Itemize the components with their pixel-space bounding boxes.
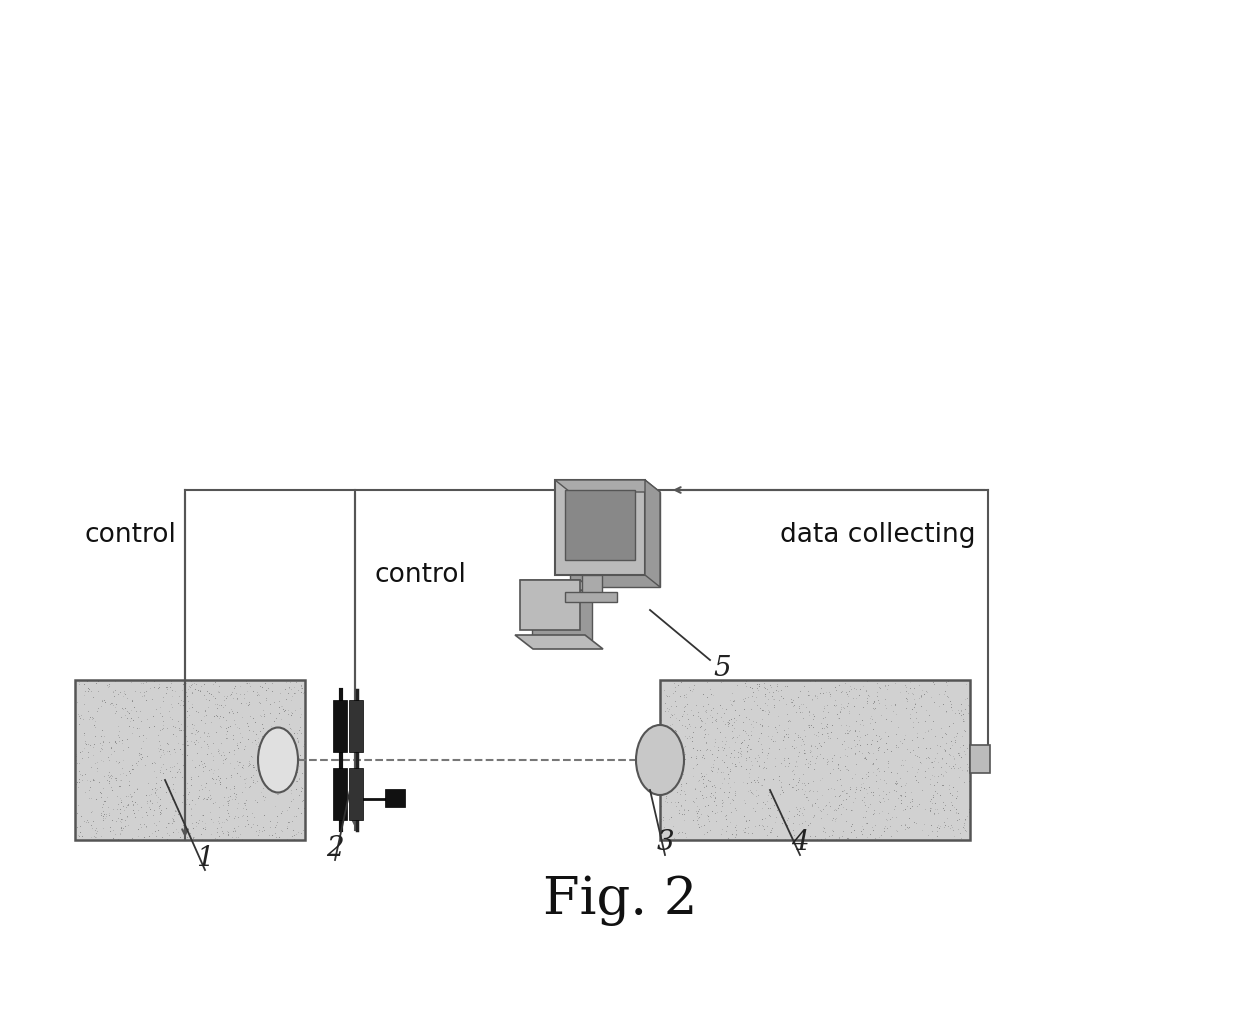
Polygon shape	[570, 492, 660, 587]
Text: 1: 1	[196, 845, 213, 872]
Bar	[520, 580, 580, 630]
Bar	[334, 700, 347, 752]
Ellipse shape	[258, 727, 298, 792]
Bar	[348, 700, 363, 752]
Bar	[565, 592, 618, 602]
Bar	[384, 789, 405, 807]
Text: 3: 3	[656, 829, 673, 856]
Text: 5: 5	[713, 655, 730, 682]
Text: data collecting: data collecting	[780, 522, 976, 547]
Polygon shape	[645, 480, 660, 587]
Text: Fig. 2: Fig. 2	[543, 875, 697, 926]
Text: control: control	[374, 562, 467, 588]
Bar	[348, 768, 363, 820]
Bar	[334, 768, 347, 820]
Bar	[970, 745, 990, 773]
Polygon shape	[565, 490, 635, 560]
Polygon shape	[556, 480, 645, 575]
Text: 2: 2	[326, 835, 343, 862]
Bar	[532, 590, 591, 640]
Bar	[582, 575, 601, 593]
Ellipse shape	[636, 725, 684, 795]
Text: control: control	[86, 522, 177, 547]
Polygon shape	[556, 480, 660, 492]
Bar	[660, 680, 970, 840]
Polygon shape	[515, 635, 603, 649]
Bar	[74, 680, 305, 840]
Polygon shape	[520, 580, 591, 590]
Text: 4: 4	[791, 829, 808, 856]
